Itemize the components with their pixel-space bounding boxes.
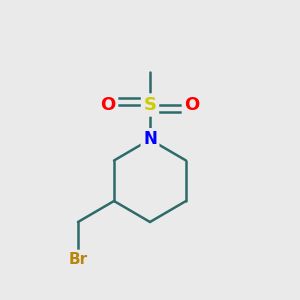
Text: O: O — [184, 96, 200, 114]
Text: O: O — [100, 96, 116, 114]
Text: Br: Br — [68, 252, 88, 267]
Text: S: S — [143, 96, 157, 114]
Text: N: N — [143, 130, 157, 148]
